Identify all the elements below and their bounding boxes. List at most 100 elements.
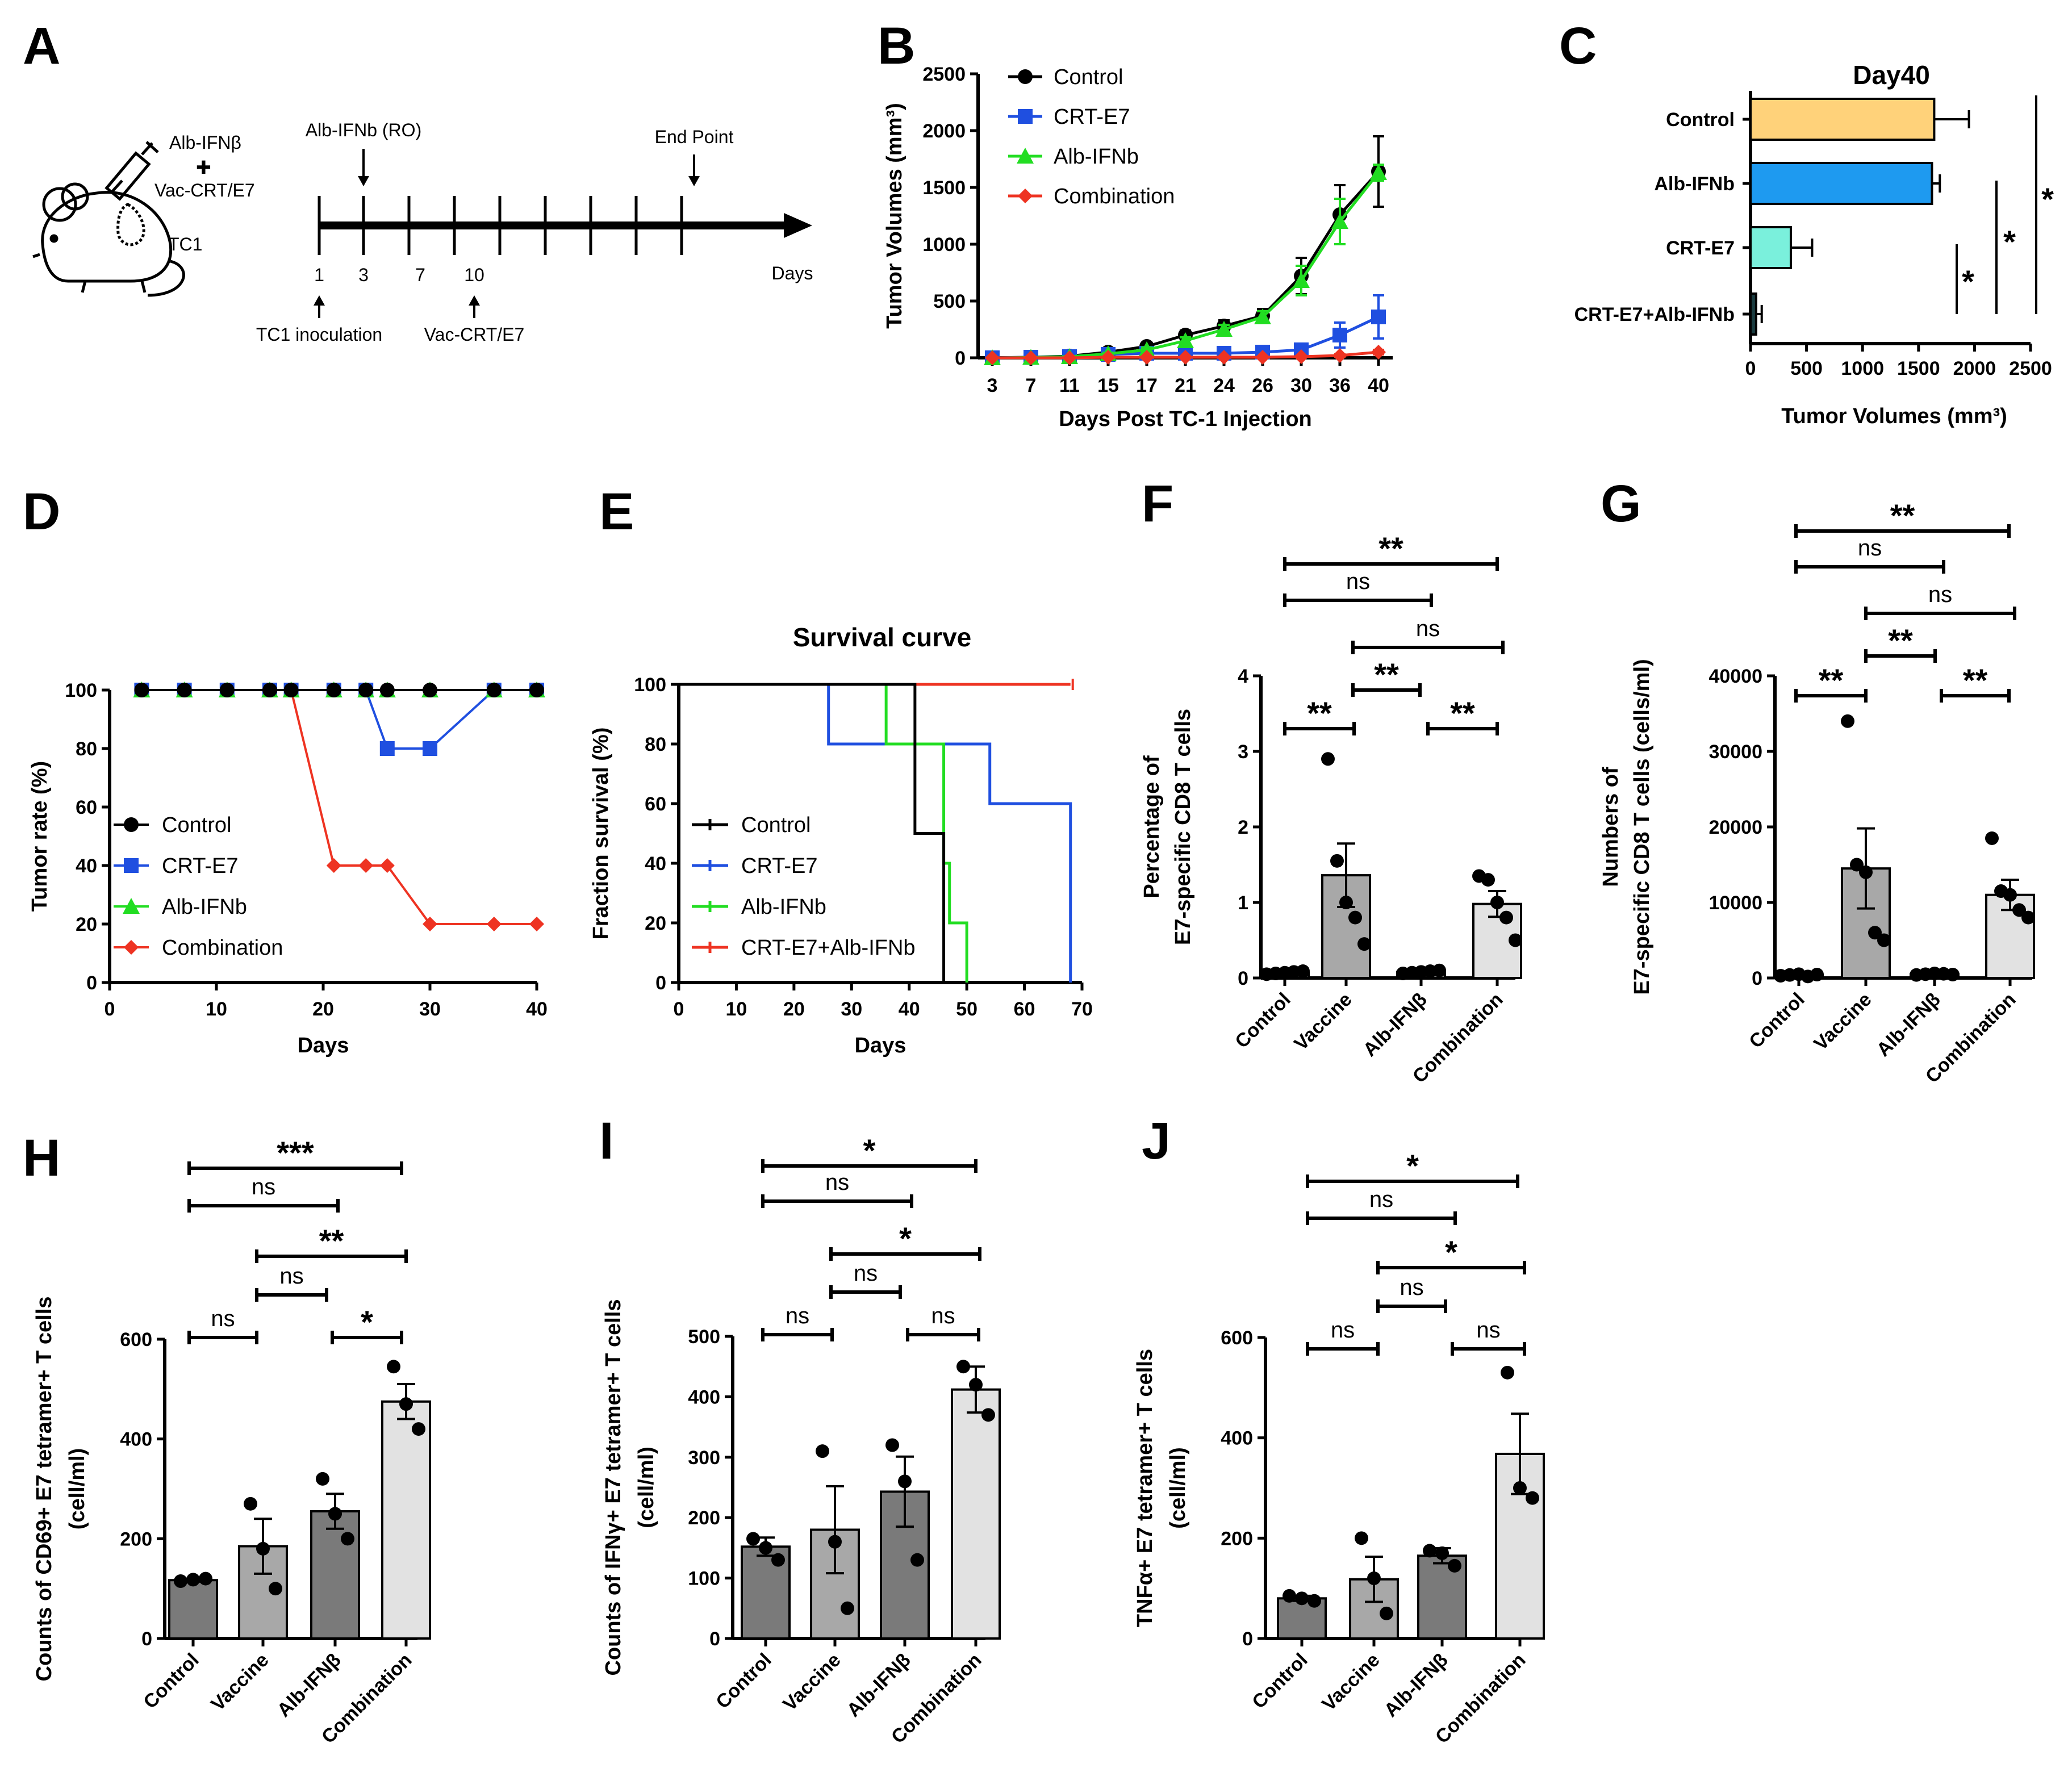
c-category-label-0: Control <box>1666 109 1735 131</box>
g-y-tick-label: 0 <box>1752 968 1762 989</box>
g-x-tick-label-2: Alb-IFNβ <box>1873 989 1945 1061</box>
panel-label-b: B <box>878 17 915 75</box>
b-point-3-1 <box>1024 350 1038 365</box>
timeline-day-7: 7 <box>415 265 425 285</box>
h-x-tick-label-2: Alb-IFNβ <box>273 1649 345 1721</box>
e-x-tick-label: 60 <box>1014 998 1035 1020</box>
plus-icon: ✚ <box>196 157 211 178</box>
tumor-label: TC1 <box>168 234 202 254</box>
panel-label-i: I <box>599 1112 614 1170</box>
i-bar-3 <box>951 1388 1001 1640</box>
e-series-step-2 <box>679 683 968 983</box>
f-data-point <box>1348 910 1362 925</box>
b-legend-marker-1 <box>1018 109 1033 124</box>
f-data-point <box>1490 896 1504 909</box>
c-bar-1 <box>1749 162 1933 205</box>
h-significance-0: *** <box>277 1135 314 1171</box>
b-point-2-6 <box>1215 321 1233 337</box>
i-x-tick-label-1: Vaccine <box>779 1649 845 1715</box>
b-x-tick-label: 3 <box>987 375 998 396</box>
e-y-axis-label: Fraction survival (%) <box>589 728 613 940</box>
b-legend-label-2: Alb-IFNb <box>1054 145 1139 169</box>
h-x-tick-label-0: Control <box>139 1649 203 1713</box>
b-x-tick-label: 30 <box>1290 375 1312 396</box>
e-x-axis-label: Days <box>855 1034 907 1057</box>
b-x-tick-label: 36 <box>1329 375 1351 396</box>
h-data-point <box>186 1573 200 1587</box>
d-point-0-2 <box>219 683 235 697</box>
i-data-point <box>910 1553 924 1567</box>
h-y-axis-label-2: (cell/ml) <box>65 1448 89 1530</box>
d-point-0-0 <box>134 683 149 697</box>
b-point-1-10 <box>1371 310 1386 324</box>
timeline-axis-label: Days <box>772 263 813 283</box>
h-data-point <box>341 1532 354 1546</box>
i-y-tick-label: 300 <box>688 1447 720 1469</box>
b-point-3-3 <box>1101 350 1116 365</box>
h-data-point <box>199 1571 212 1586</box>
b-legend-label-0: Control <box>1054 65 1123 89</box>
d-point-0-8 <box>423 683 437 697</box>
i-significance-1: ns <box>825 1170 849 1195</box>
h-y-tick-label: 400 <box>120 1429 152 1451</box>
f-data-point <box>1357 937 1371 951</box>
e-x-tick-label: 10 <box>726 998 747 1020</box>
timeline-day-1: 1 <box>314 265 324 285</box>
h-significance-1: ns <box>252 1174 275 1199</box>
b-x-tick-label: 17 <box>1136 375 1158 396</box>
d-legend-marker-3 <box>124 940 139 955</box>
d-legend-label-0: Control <box>162 813 232 837</box>
b-point-3-8 <box>1294 349 1309 364</box>
g-y-axis-label-1: Numbers of <box>1599 767 1623 887</box>
d-x-tick-label: 20 <box>312 998 334 1020</box>
f-significance-3: ** <box>1374 657 1399 692</box>
d-point-0-6 <box>358 683 374 697</box>
d-legend-marker-2 <box>123 898 140 914</box>
h-bar-3 <box>381 1400 431 1640</box>
j-data-point <box>1448 1558 1461 1573</box>
c-category-label-2: CRT-E7 <box>1666 237 1735 259</box>
f-data-point <box>1509 933 1522 947</box>
d-point-0-3 <box>262 683 277 697</box>
h-y-tick-label: 200 <box>120 1528 152 1550</box>
panel-label-g: G <box>1601 475 1641 533</box>
f-data-point <box>1432 963 1446 977</box>
b-point-2-10 <box>1370 164 1387 180</box>
j-data-point <box>1380 1606 1393 1620</box>
b-y-tick-label: 0 <box>955 348 966 369</box>
c-significance-0: * <box>1962 264 1974 299</box>
f-y-axis-label-1: Percentage of <box>1140 755 1164 898</box>
d-y-tick-label: 0 <box>86 972 97 994</box>
d-series-line-3 <box>141 689 537 925</box>
g-data-point <box>2021 910 2035 925</box>
b-x-tick-label: 7 <box>1026 375 1037 396</box>
b-point-3-5 <box>1178 350 1193 365</box>
d-point-0-7 <box>379 683 395 697</box>
c-category-label-1: Alb-IFNb <box>1654 173 1735 195</box>
i-data-point <box>885 1438 899 1452</box>
d-point-1-8 <box>423 741 437 756</box>
j-significance-1: ns <box>1369 1187 1393 1212</box>
e-x-tick-label: 50 <box>956 998 977 1020</box>
b-point-1-9 <box>1332 328 1347 342</box>
panel-label-d: D <box>23 483 60 541</box>
i-data-point <box>759 1541 772 1555</box>
h-y-axis-label-1: Counts of CD69+ E7 tetramer+ T cells <box>32 1297 56 1682</box>
h-significance-4: ns <box>211 1306 235 1331</box>
j-significance-4: ns <box>1331 1318 1355 1343</box>
c-bar-3 <box>1749 292 1757 336</box>
d-y-tick-label: 80 <box>76 738 97 760</box>
h-data-point <box>387 1360 400 1374</box>
g-significance-5: ** <box>1963 662 1988 698</box>
d-point-3-10 <box>529 917 544 931</box>
j-data-point <box>1355 1531 1368 1545</box>
i-data-point <box>771 1553 785 1567</box>
j-significance-0: * <box>1406 1148 1419 1184</box>
f-y-tick-label: 4 <box>1238 666 1248 687</box>
f-x-tick-label-2: Alb-IFNβ <box>1359 989 1431 1061</box>
c-x-tick-label: 0 <box>1745 358 1756 379</box>
